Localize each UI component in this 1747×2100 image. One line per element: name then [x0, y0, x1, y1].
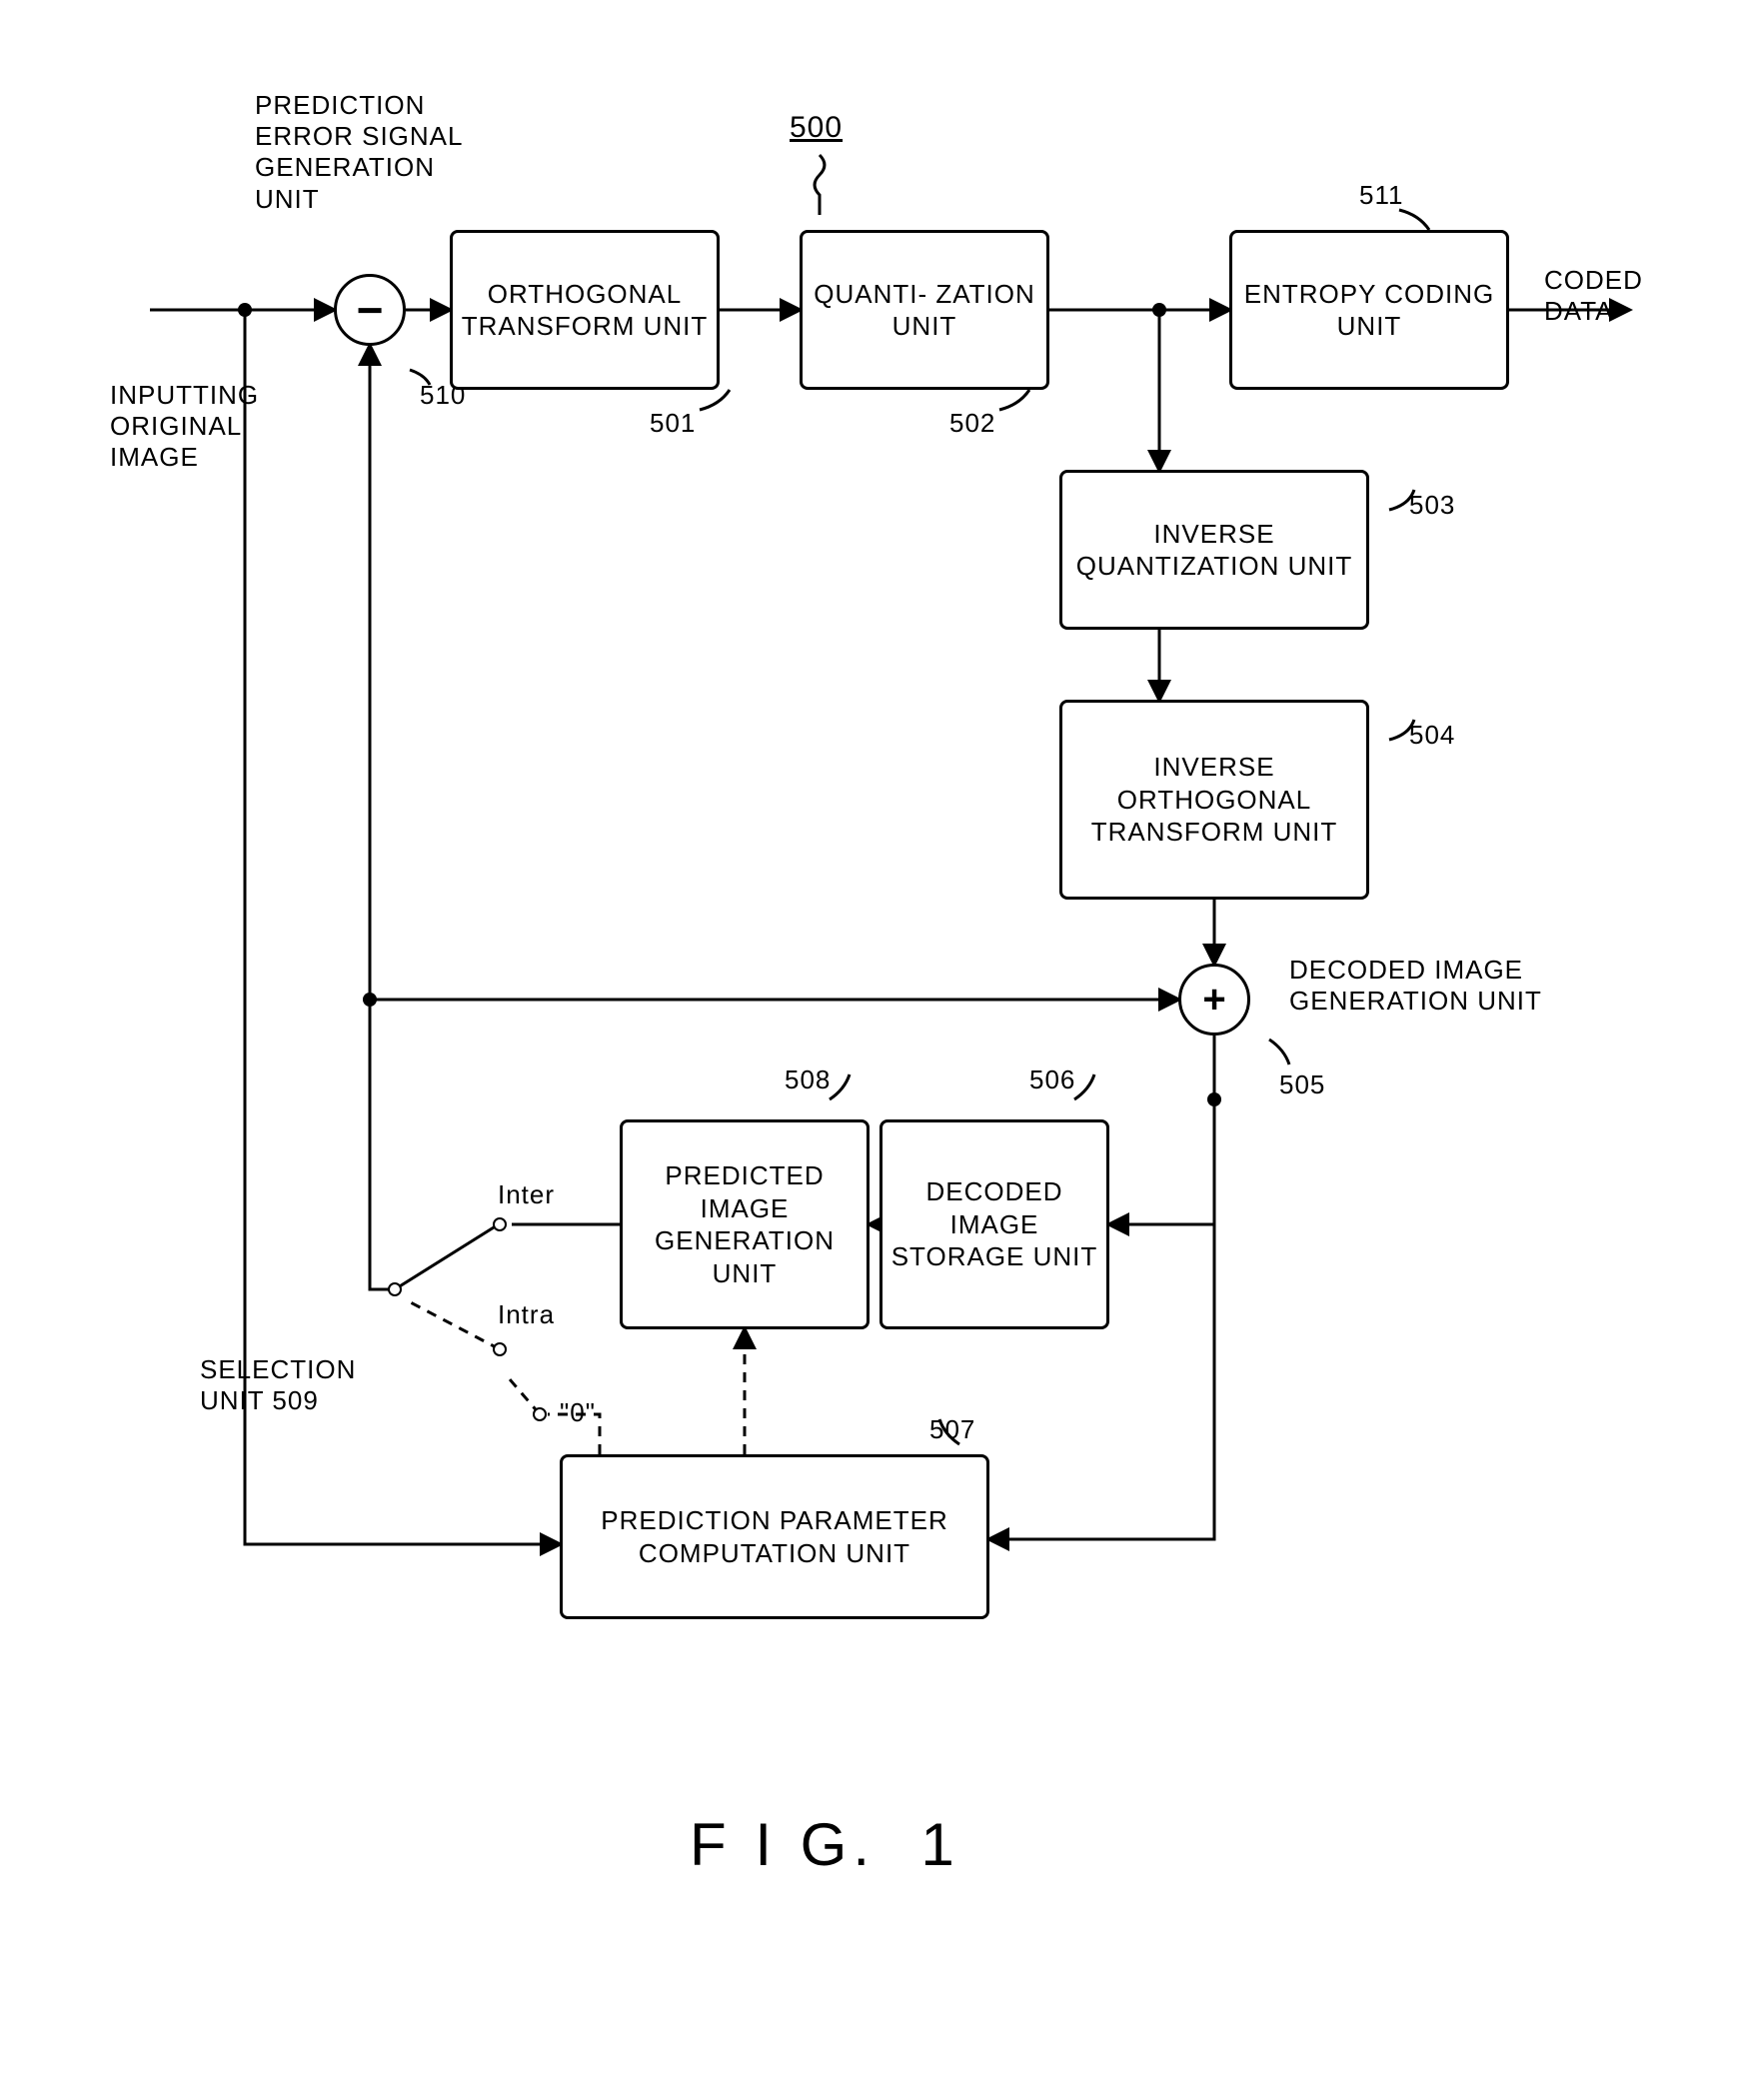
ref-501: 501: [650, 408, 696, 439]
block-507-label: PREDICTION PARAMETER COMPUTATION UNIT: [563, 1504, 986, 1569]
block-508-predicted-image-generation: PREDICTED IMAGE GENERATION UNIT: [620, 1119, 870, 1329]
block-502-label: QUANTI- ZATION UNIT: [803, 278, 1046, 343]
junction-dot: [1152, 303, 1166, 317]
sum-510-glyph: −: [357, 283, 384, 337]
sum-505-glyph: +: [1202, 978, 1225, 1023]
block-506-label: DECODED IMAGE STORAGE UNIT: [882, 1175, 1106, 1273]
input-label: INPUTTING ORIGINAL IMAGE: [110, 380, 259, 474]
ref-507: 507: [929, 1414, 975, 1445]
switch-label-intra: Intra: [498, 1299, 555, 1330]
block-501-orthogonal-transform: ORTHOGONAL TRANSFORM UNIT: [450, 230, 720, 390]
switch-ref-509: SELECTION UNIT 509: [200, 1354, 356, 1416]
junction-dot: [363, 993, 377, 1007]
block-508-label: PREDICTED IMAGE GENERATION UNIT: [623, 1159, 867, 1289]
output-label: CODED DATA: [1544, 265, 1643, 327]
ref-511: 511: [1359, 180, 1403, 211]
system-ref-500: 500: [790, 110, 843, 146]
block-501-label: ORTHOGONAL TRANSFORM UNIT: [453, 278, 717, 343]
sum-510-ext-label: PREDICTION ERROR SIGNAL GENERATION UNIT: [255, 90, 464, 215]
ref-503: 503: [1409, 490, 1455, 521]
block-503-label: INVERSE QUANTIZATION UNIT: [1062, 518, 1366, 583]
block-511-entropy-coding: ENTROPY CODING UNIT: [1229, 230, 1509, 390]
switch-terminal-zero: [533, 1407, 547, 1421]
sum-node-510: −: [334, 274, 406, 346]
sum-505-ext-label: DECODED IMAGE GENERATION UNIT: [1289, 955, 1542, 1017]
sum-node-505: +: [1178, 964, 1250, 1036]
ref-504: 504: [1409, 720, 1455, 751]
ref-505: 505: [1279, 1069, 1325, 1100]
block-502-quantization: QUANTI- ZATION UNIT: [800, 230, 1049, 390]
ref-506: 506: [1029, 1064, 1075, 1095]
diagram-canvas: 500 INPUTTING ORIGINAL IMAGE CODED DATA …: [0, 0, 1747, 2100]
ref-502: 502: [949, 408, 995, 439]
junction-dot: [1207, 1092, 1221, 1106]
ref-508: 508: [785, 1064, 831, 1095]
junction-dot: [238, 303, 252, 317]
block-504-label: INVERSE ORTHOGONAL TRANSFORM UNIT: [1062, 751, 1366, 849]
block-504-inverse-orthogonal-transform: INVERSE ORTHOGONAL TRANSFORM UNIT: [1059, 700, 1369, 900]
figure-caption: F I G. 1: [690, 1809, 960, 1881]
switch-pole: [388, 1282, 402, 1296]
switch-terminal-inter: [493, 1217, 507, 1231]
switch-label-inter: Inter: [498, 1179, 555, 1210]
block-511-label: ENTROPY CODING UNIT: [1232, 278, 1506, 343]
block-507-prediction-parameter-computation: PREDICTION PARAMETER COMPUTATION UNIT: [560, 1454, 989, 1619]
block-503-inverse-quantization: INVERSE QUANTIZATION UNIT: [1059, 470, 1369, 630]
switch-label-zero: "0": [560, 1397, 596, 1428]
block-506-decoded-image-storage: DECODED IMAGE STORAGE UNIT: [879, 1119, 1109, 1329]
switch-terminal-intra: [493, 1342, 507, 1356]
